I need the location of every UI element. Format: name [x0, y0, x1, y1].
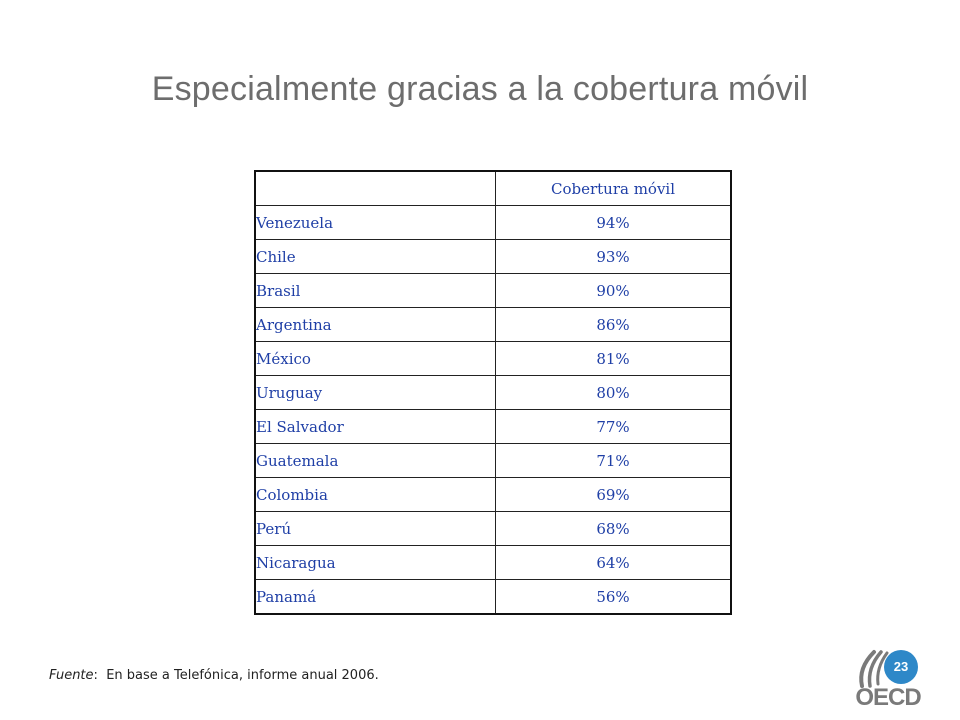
source-colon: : — [93, 668, 107, 683]
table-row: Venezuela 94% — [254, 205, 732, 240]
table-row: Uruguay 80% — [254, 375, 732, 410]
source-label: Fuente — [49, 668, 94, 683]
value-cell: 71% — [495, 443, 732, 478]
value-cell: 86% — [495, 307, 732, 342]
value-cell: 93% — [495, 239, 732, 274]
slide-title: Especialmente gracias a la cobertura móv… — [151, 70, 809, 108]
source-text: En base a Telefónica, informe anual 2006… — [106, 668, 379, 683]
value-cell: 77% — [495, 409, 732, 444]
value-cell: 80% — [495, 375, 732, 410]
table-row: México 81% — [254, 341, 732, 376]
country-cell: Uruguay — [254, 375, 496, 410]
oecd-logo-text: OECD — [855, 684, 921, 711]
table-row: Nicaragua 64% — [254, 545, 732, 580]
source-note: Fuente: En base a Telefónica, informe an… — [49, 668, 379, 683]
country-cell: Chile — [254, 239, 496, 274]
table-row: Chile 93% — [254, 239, 732, 274]
country-cell: Perú — [254, 511, 496, 546]
country-cell: Colombia — [254, 477, 496, 512]
table-row: Brasil 90% — [254, 273, 732, 308]
table-row: Perú 68% — [254, 511, 732, 546]
value-cell: 94% — [495, 205, 732, 240]
value-cell: 69% — [495, 477, 732, 512]
column-header-coverage: Cobertura móvil — [495, 170, 732, 206]
country-cell: Guatemala — [254, 443, 496, 478]
value-cell: 81% — [495, 341, 732, 376]
country-cell: Venezuela — [254, 205, 496, 240]
table-row: Guatemala 71% — [254, 443, 732, 478]
country-cell: Brasil — [254, 273, 496, 308]
table-corner-cell — [254, 170, 496, 206]
table-row: Argentina 86% — [254, 307, 732, 342]
page-number-badge: 23 — [884, 650, 918, 684]
table-row: El Salvador 77% — [254, 409, 732, 444]
coverage-table: Cobertura móvil Venezuela 94% Chile 93% … — [254, 170, 732, 615]
country-cell: Argentina — [254, 307, 496, 342]
country-cell: México — [254, 341, 496, 376]
table-row: Colombia 69% — [254, 477, 732, 512]
value-cell: 64% — [495, 545, 732, 580]
country-cell: El Salvador — [254, 409, 496, 444]
oecd-logo-icon — [859, 650, 889, 688]
table-header-row: Cobertura móvil — [254, 170, 732, 206]
country-cell: Panamá — [254, 579, 496, 615]
country-cell: Nicaragua — [254, 545, 496, 580]
value-cell: 56% — [495, 579, 732, 615]
value-cell: 90% — [495, 273, 732, 308]
value-cell: 68% — [495, 511, 732, 546]
table-row: Panamá 56% — [254, 579, 732, 615]
